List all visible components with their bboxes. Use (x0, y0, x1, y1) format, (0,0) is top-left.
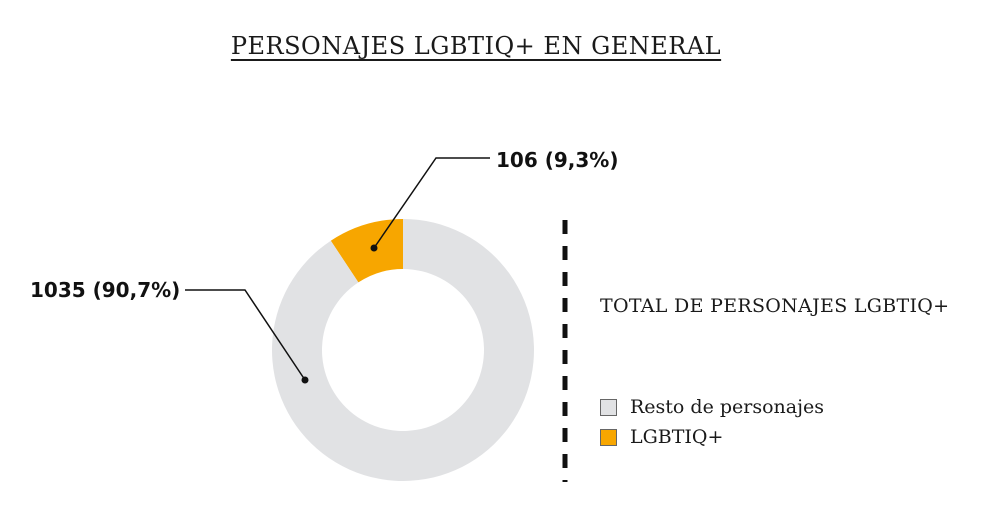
leader-dot-lgbtiq (370, 244, 378, 252)
legend-item-lgbtiq: LGBTIQ+ (600, 426, 723, 448)
legend-item-resto: Resto de personajes (600, 396, 824, 418)
leader-line-resto (185, 289, 306, 381)
legend-label-resto: Resto de personajes (630, 396, 824, 418)
chart-title-text: PERSONAJES LGBTIQ+ EN GENERAL (230, 32, 722, 60)
legend-swatch-lgbtiq (600, 428, 617, 446)
data-label-resto: 1035 (90,7%) (30, 278, 180, 302)
legend-swatch-resto (600, 398, 617, 416)
legend-label-lgbtiq: LGBTIQ+ (630, 426, 724, 448)
data-label-lgbtiq: 106 (9,3%) (496, 148, 618, 172)
donut-slice-resto-de-personajes (272, 219, 534, 482)
legend-title: TOTAL DE PERSONAJES LGBTIQ+ (600, 295, 950, 317)
donut-slice-lgbtiq (330, 219, 403, 283)
leader-line-lgbtiq (373, 157, 490, 249)
leader-dot-resto (301, 376, 309, 384)
chart-title: PERSONAJES LGBTIQ+ EN GENERAL (0, 32, 952, 60)
